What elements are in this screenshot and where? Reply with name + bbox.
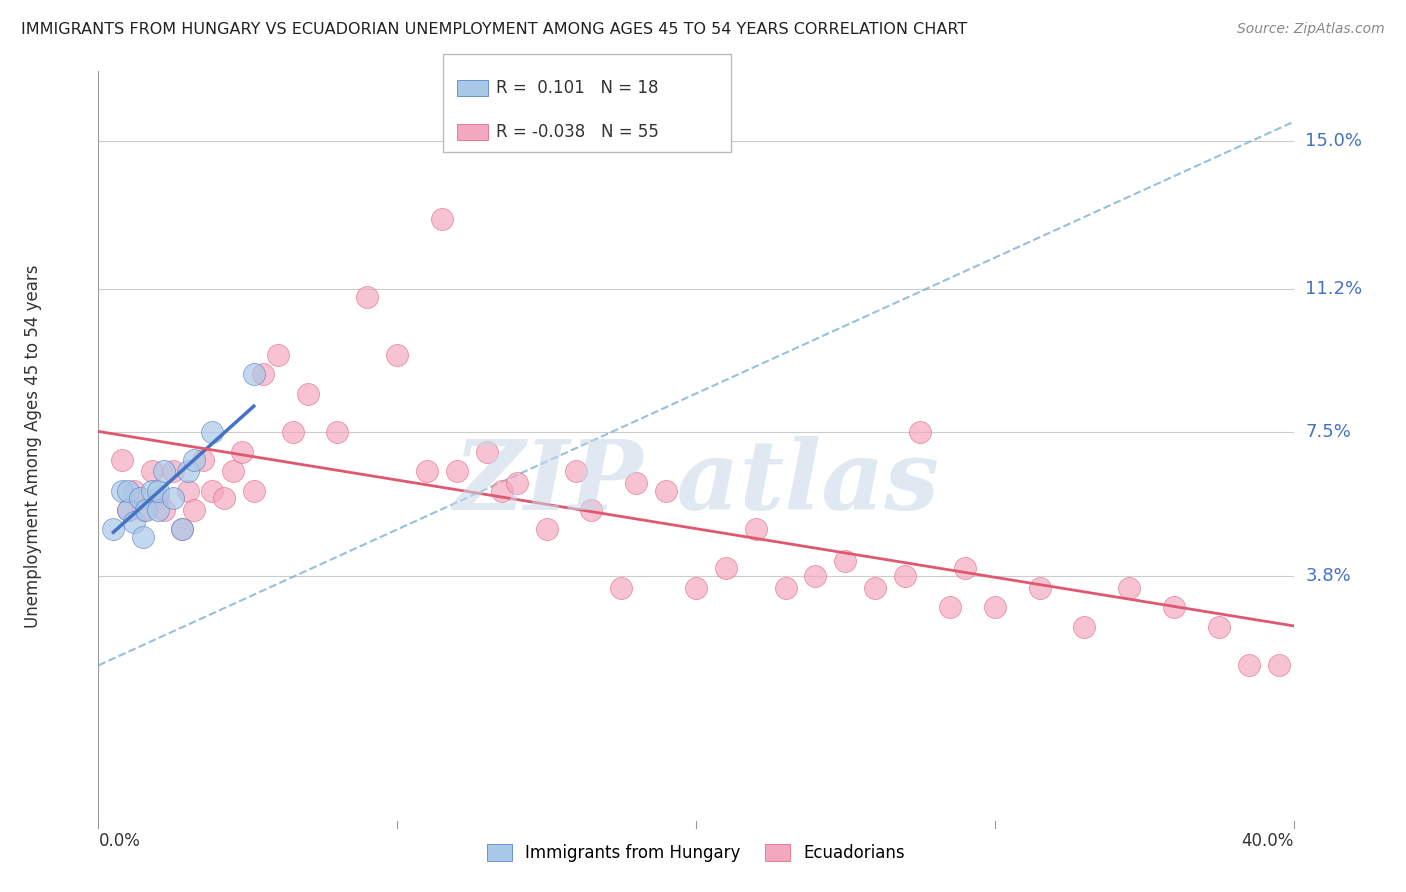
Point (491, 483, 513, 498)
Point (610, 581, 633, 595)
Text: 7.5%: 7.5% (1306, 424, 1351, 442)
Point (865, 581, 887, 595)
Text: Source: ZipAtlas.com: Source: ZipAtlas.com (1237, 22, 1385, 37)
Point (714, 561, 737, 575)
Point (326, 425, 349, 440)
Point (183, 452, 205, 467)
Point (804, 569, 827, 583)
Point (506, 475, 529, 490)
Point (124, 483, 146, 498)
Point (132, 530, 155, 544)
Text: 15.0%: 15.0% (1306, 132, 1362, 150)
Point (475, 445, 498, 459)
Text: Unemployment Among Ages 45 to 54 years: Unemployment Among Ages 45 to 54 years (24, 264, 42, 628)
Text: 11.2%: 11.2% (1306, 280, 1362, 298)
Point (153, 464, 176, 478)
Text: R = -0.038   N = 55: R = -0.038 N = 55 (496, 123, 659, 141)
Text: IMMIGRANTS FROM HUNGARY VS ECUADORIAN UNEMPLOYMENT AMONG AGES 45 TO 54 YEARS COR: IMMIGRANTS FROM HUNGARY VS ECUADORIAN UN… (21, 22, 967, 37)
Point (177, 483, 200, 498)
Point (172, 523, 194, 537)
Point (177, 464, 200, 478)
Text: 40.0%: 40.0% (1241, 832, 1294, 850)
Point (222, 464, 245, 478)
Point (201, 483, 224, 498)
Point (1118, 581, 1140, 595)
Point (201, 425, 224, 440)
Point (1028, 581, 1050, 595)
Point (231, 445, 253, 459)
Point (939, 600, 962, 615)
Point (775, 581, 797, 595)
Point (356, 289, 378, 303)
Point (148, 483, 170, 498)
Point (267, 348, 290, 362)
Point (626, 475, 648, 490)
Point (565, 464, 588, 478)
Point (132, 503, 155, 517)
Point (834, 553, 856, 567)
Point (162, 464, 184, 478)
Point (162, 491, 184, 506)
Point (953, 561, 976, 575)
Text: ZIP atlas: ZIP atlas (453, 436, 939, 531)
Point (111, 483, 134, 498)
Point (416, 464, 439, 478)
Point (191, 452, 214, 467)
Point (153, 503, 176, 517)
Point (111, 452, 134, 467)
Point (297, 386, 319, 401)
Text: R =  0.101   N = 18: R = 0.101 N = 18 (496, 78, 659, 97)
Point (124, 515, 146, 529)
Point (446, 464, 468, 478)
Point (745, 523, 768, 537)
Point (281, 425, 304, 440)
Legend: Immigrants from Hungary, Ecuadorians: Immigrants from Hungary, Ecuadorians (479, 837, 912, 869)
Point (908, 425, 931, 440)
Point (183, 503, 205, 517)
Point (117, 483, 139, 498)
Text: 3.8%: 3.8% (1306, 567, 1351, 585)
Point (117, 503, 139, 517)
Point (894, 569, 917, 583)
Point (1267, 658, 1289, 673)
Point (141, 483, 163, 498)
Point (212, 491, 235, 506)
Point (252, 367, 274, 381)
Point (243, 367, 266, 381)
Point (1208, 619, 1230, 633)
Point (129, 491, 152, 506)
Point (581, 503, 603, 517)
Point (1163, 600, 1185, 615)
Point (984, 600, 1007, 615)
Point (103, 523, 125, 537)
Point (655, 483, 678, 498)
Point (536, 523, 558, 537)
Point (172, 523, 194, 537)
Point (243, 483, 266, 498)
Point (141, 464, 163, 478)
Point (1073, 619, 1095, 633)
Point (148, 503, 170, 517)
Point (1237, 658, 1260, 673)
Point (385, 348, 409, 362)
Text: 0.0%: 0.0% (98, 832, 141, 850)
Point (117, 503, 139, 517)
Point (685, 581, 707, 595)
Point (430, 211, 453, 226)
Point (135, 503, 157, 517)
Point (148, 491, 170, 506)
